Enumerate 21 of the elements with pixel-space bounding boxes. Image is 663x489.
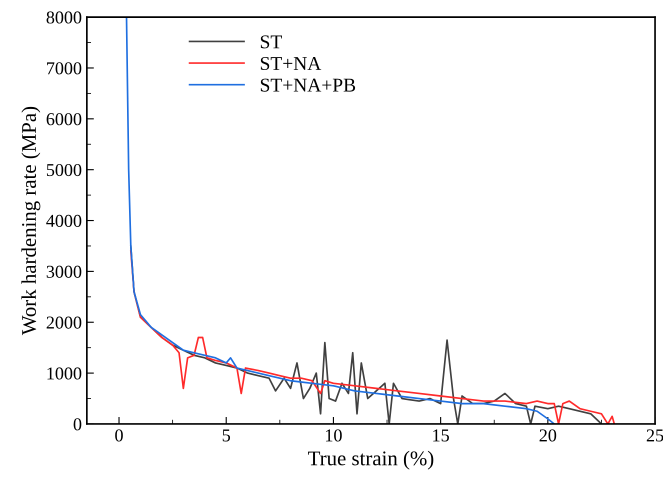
x-tick-label: 0 (115, 429, 123, 442)
y-tick-label: 7000 (47, 62, 82, 74)
y-tick-label: 1000 (47, 367, 82, 380)
x-tick-label: 15 (433, 429, 449, 442)
x-axis-title: True strain (%) (308, 450, 434, 470)
x-tick-label: 25 (646, 429, 663, 442)
y-tick-label: 8000 (46, 11, 82, 24)
y-tick-label: 6000 (46, 113, 82, 126)
legend-label: ST+NA (260, 56, 322, 70)
y-axis-title: Work hardening rate (MPa) (21, 106, 40, 336)
legend-label: ST (260, 35, 282, 48)
y-tick-label: 3000 (46, 266, 82, 278)
x-tick-label: 20 (540, 429, 556, 442)
x-tick-label: 5 (222, 430, 230, 442)
x-tick-label: 10 (326, 429, 342, 442)
legend-label: ST+NA+PB (260, 78, 356, 92)
y-tick-label: 4000 (46, 214, 82, 227)
y-tick-label: 0 (74, 418, 82, 430)
y-tick-label: 2000 (46, 316, 82, 329)
line-series (126, 17, 556, 424)
y-tick-label: 5000 (46, 164, 82, 176)
